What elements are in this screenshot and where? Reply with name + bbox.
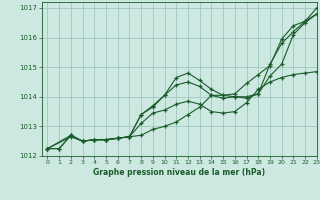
X-axis label: Graphe pression niveau de la mer (hPa): Graphe pression niveau de la mer (hPa) (93, 168, 265, 177)
